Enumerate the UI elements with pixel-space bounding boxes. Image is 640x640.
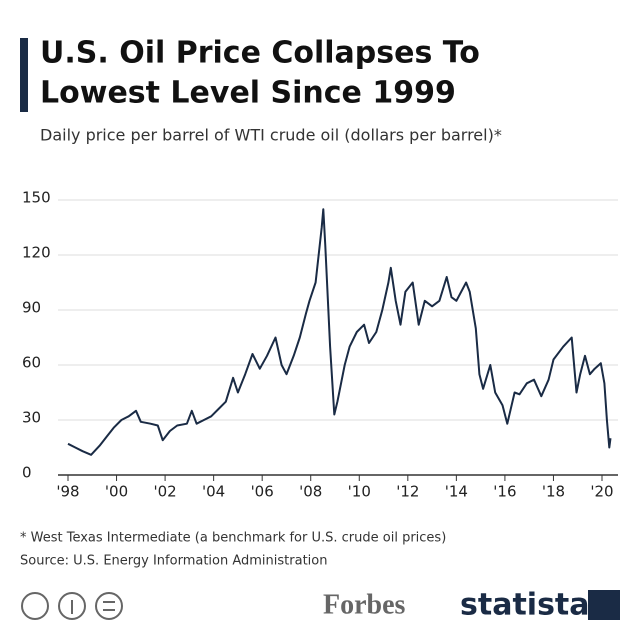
title-bar — [20, 38, 28, 112]
y-tick-label: 150 — [22, 189, 51, 207]
source: Source: U.S. Energy Information Administ… — [20, 554, 327, 569]
statista-icon — [588, 590, 620, 620]
price-line — [67, 208, 612, 456]
statista-logo: statista — [460, 588, 590, 623]
x-tick-label: '08 — [299, 483, 322, 501]
x-tick-label: '16 — [493, 483, 516, 501]
x-tick-label: '02 — [153, 483, 176, 501]
chart-title: U.S. Oil Price Collapses To — [40, 36, 480, 71]
x-tick-label: '14 — [445, 483, 468, 501]
x-tick-label: '12 — [396, 483, 419, 501]
y-tick-label: 0 — [22, 464, 32, 482]
x-tick-label: '20 — [590, 483, 613, 501]
x-tick-label: '00 — [105, 483, 128, 501]
forbes-logo: Forbes — [323, 589, 406, 620]
chart-title: Lowest Level Since 1999 — [40, 76, 456, 111]
y-tick-label: 60 — [22, 354, 41, 372]
y-tick-label: 30 — [22, 409, 41, 427]
x-tick-label: '18 — [542, 483, 565, 501]
y-tick-label: 120 — [22, 244, 51, 262]
license-icons — [21, 592, 123, 620]
x-tick-label: '10 — [348, 483, 371, 501]
x-tick-label: '04 — [202, 483, 225, 501]
footnote: * West Texas Intermediate (a benchmark f… — [20, 531, 446, 546]
y-tick-label: 90 — [22, 299, 41, 317]
x-tick-label: '98 — [56, 483, 79, 501]
x-tick-label: '06 — [251, 483, 274, 501]
chart-subtitle: Daily price per barrel of WTI crude oil … — [40, 126, 502, 145]
